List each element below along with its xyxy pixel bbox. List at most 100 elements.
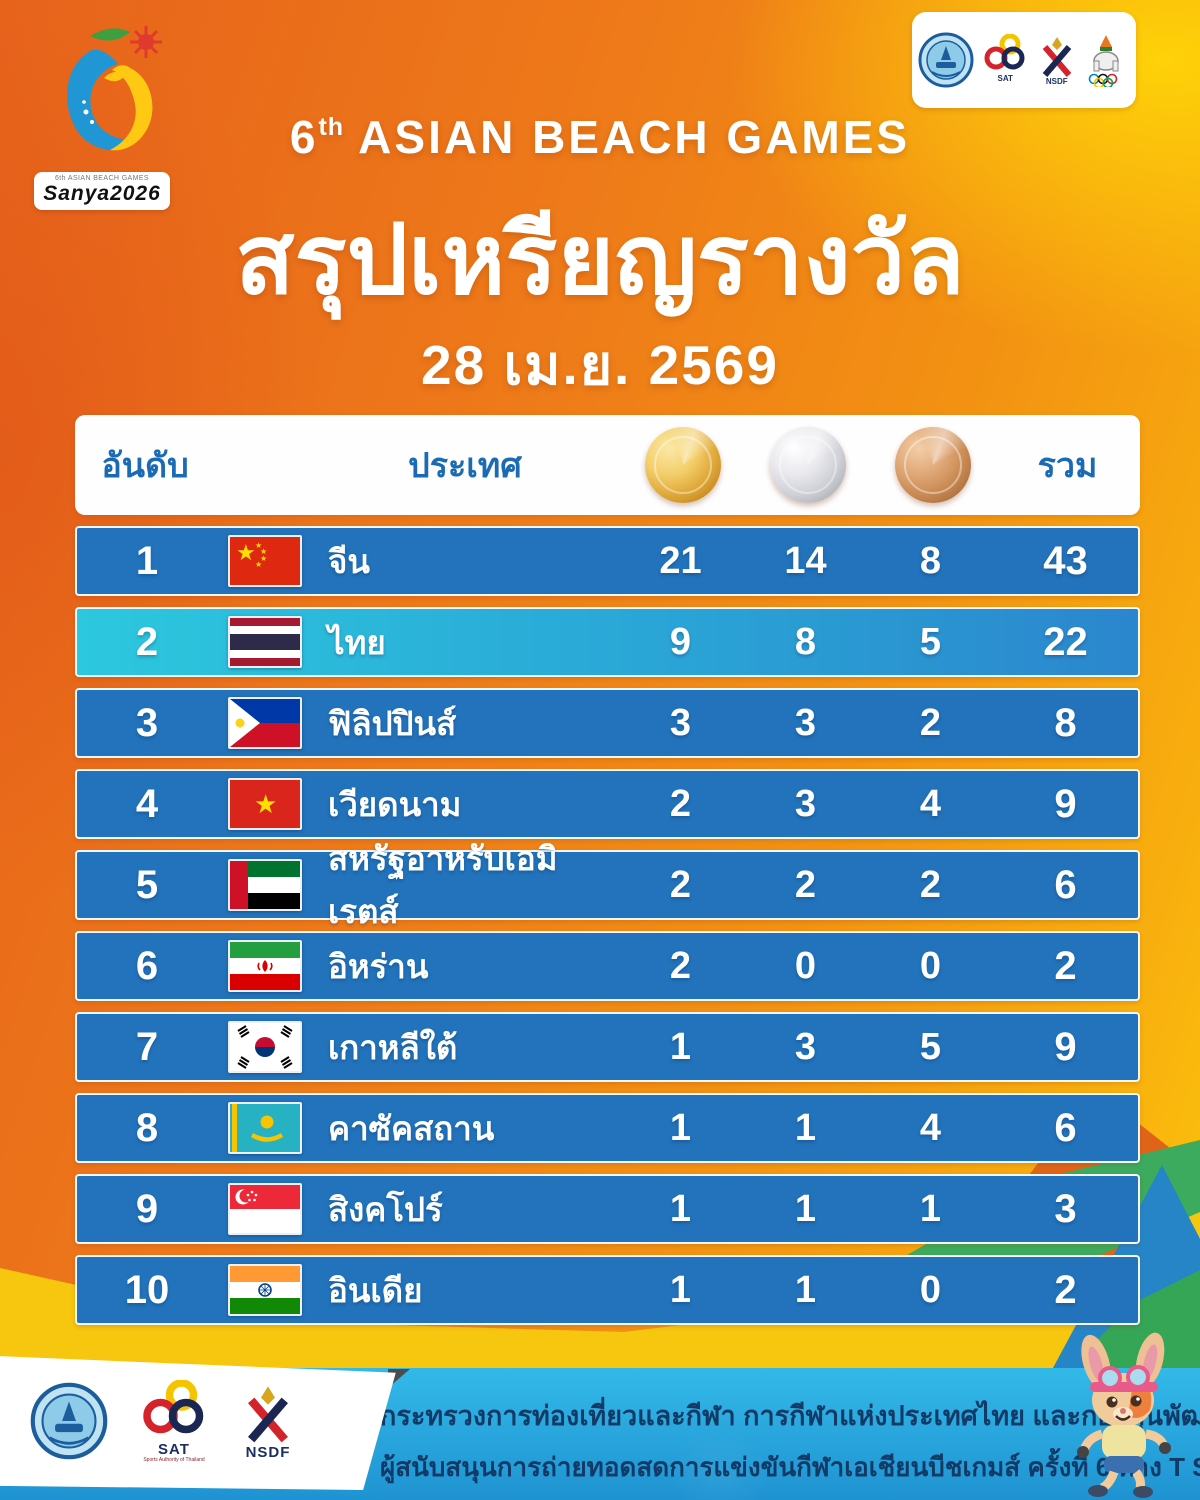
country-name: ไทย: [328, 623, 386, 661]
gold-count: 21: [659, 539, 702, 582]
medal-row-uae: 5 สหรัฐอาหรับเอมิเรตส์ 2 2 2 6: [75, 840, 1140, 930]
country-name: สิงคโปร์: [328, 1190, 443, 1228]
sat-logo-icon: SAT Sports Authority of Thailand: [134, 1379, 214, 1463]
total-count: 6: [1054, 862, 1077, 907]
sanya-wordmark: Sanya2026: [43, 182, 161, 205]
medal-row-china: 1 ★ ★ ★ ★ ★ จีน 21 14 8 43: [75, 526, 1140, 596]
flag-china-icon: ★ ★ ★ ★ ★: [227, 535, 302, 587]
country-name: คาซัคสถาน: [328, 1109, 495, 1147]
gold-count: 2: [669, 782, 692, 825]
svg-text:★: ★: [254, 790, 277, 820]
medal-row-india: 10 อินเดีย 1 1 0 2: [75, 1255, 1140, 1325]
partner-logo-panel: SAT NSDF: [912, 12, 1136, 108]
total-count: 43: [1043, 538, 1088, 583]
sanya-label-box: 6th ASIAN BEACH GAMES Sanya2026: [34, 172, 170, 210]
gold-medal-icon: [644, 427, 721, 503]
ministry-tourism-sports-seal-icon: [918, 32, 974, 88]
gold-count: 1: [669, 1106, 692, 1149]
svg-text:★: ★: [255, 541, 262, 550]
sanya-swirl-icon: [67, 26, 162, 151]
flag-uae-icon: [227, 859, 302, 911]
silver-medal-icon: [769, 427, 846, 503]
silver-count: 8: [794, 620, 817, 663]
country-name: อิหร่าน: [328, 947, 429, 985]
total-count: 3: [1054, 1186, 1077, 1231]
mascot-icon: [1052, 1326, 1200, 1500]
country-name: เกาหลีใต้: [328, 1028, 458, 1066]
svg-text:★: ★: [255, 560, 262, 569]
rank-value: 4: [135, 781, 159, 826]
medal-row-vietnam: 4 ★ เวียดนาม 2 3 4 9: [75, 769, 1140, 839]
nsdf-logo-icon: NSDF: [240, 1383, 296, 1460]
ministry-tourism-sports-seal-icon: [30, 1382, 108, 1460]
flag-iran-icon: [227, 940, 302, 992]
title-thai: สรุปเหรียญรางวัล: [235, 205, 965, 314]
total-count: 8: [1054, 700, 1077, 745]
gold-count: 1: [669, 1268, 692, 1311]
silver-count: 14: [784, 539, 827, 582]
gold-count: 1: [669, 1187, 692, 1230]
gold-count: 2: [669, 863, 692, 906]
flag-south-korea-icon: [227, 1021, 302, 1073]
svg-text:★: ★: [260, 554, 267, 563]
total-count: 9: [1054, 1024, 1077, 1069]
sun-icon: [130, 26, 162, 58]
date-label: 28 เม.ย. 2569: [421, 334, 779, 396]
thai-olympic-logo-icon: [1082, 33, 1130, 87]
rank-value: 5: [135, 862, 159, 907]
flag-thailand-icon: [227, 616, 302, 668]
country-name: ฟิลิปปินส์: [328, 704, 457, 742]
footer-logo-panel: SAT Sports Authority of Thailand NSDF: [0, 1356, 396, 1490]
footer-line-2: ผู้สนับสนุนการถ่ายทอดสดการแข่งขันกีฬาเอเ…: [380, 1452, 1200, 1482]
rank-value: 6: [135, 943, 159, 988]
medal-row-philippines: 3 ฟิลิปปินส์ 3 3 2 8: [75, 688, 1140, 758]
total-count: 6: [1054, 1105, 1077, 1150]
country-name: จีน: [328, 542, 370, 580]
nsdf-logo-icon: NSDF: [1037, 35, 1077, 86]
bronze-count: 5: [919, 620, 942, 663]
medal-row-south-korea: 7 เกาหลีใต้ 1 3 5 9: [75, 1012, 1140, 1082]
bronze-count: 5: [919, 1025, 942, 1068]
bronze-count: 0: [919, 1268, 942, 1311]
bronze-count: 0: [919, 944, 942, 987]
bronze-count: 4: [919, 782, 942, 825]
rank-value: 7: [135, 1024, 159, 1069]
total-count: 2: [1054, 1267, 1077, 1312]
flag-singapore-icon: [227, 1183, 302, 1235]
sanya-2026-logo: 6th ASIAN BEACH GAMES Sanya2026: [34, 20, 194, 220]
col-rank-label: อันดับ: [101, 447, 189, 485]
flag-india-icon: [227, 1264, 302, 1316]
country-name: อินเดีย: [328, 1271, 423, 1309]
footer-line-1: กระทรวงการท่องเที่ยวและกีฬา การกีฬาแห่งป…: [380, 1401, 1200, 1431]
svg-text:★: ★: [260, 547, 267, 556]
rank-value: 9: [135, 1186, 159, 1231]
medal-row-iran: 6 อิหร่าน 2 0 0 2: [75, 931, 1140, 1001]
col-total-label: รวม: [1037, 447, 1098, 485]
total-count: 2: [1054, 943, 1077, 988]
footer-text: กระทรวงการท่องเที่ยวและกีฬา การกีฬาแห่งป…: [380, 1394, 1200, 1488]
col-country-label: ประเทศ: [408, 447, 522, 485]
bronze-count: 8: [919, 539, 942, 582]
silver-count: 3: [794, 1025, 817, 1068]
silver-count: 2: [794, 863, 817, 906]
svg-text:★: ★: [236, 541, 256, 566]
country-name: สหรัฐอาหรับเอมิเรตส์: [328, 840, 558, 930]
gold-count: 3: [669, 701, 692, 744]
country-name: เวียดนาม: [328, 785, 462, 823]
flag-vietnam-icon: ★: [227, 778, 302, 830]
flag-kazakhstan-icon: [227, 1102, 302, 1154]
medal-row-kazakhstan: 8 คาซัคสถาน 1 1 4 6: [75, 1093, 1140, 1163]
medal-table: อันดับ ประเทศ รวม 1 ★ ★ ★ ★ ★ จีน 21: [75, 415, 1140, 1325]
rank-value: 8: [135, 1105, 159, 1150]
bronze-count: 1: [919, 1187, 942, 1230]
total-count: 9: [1054, 781, 1077, 826]
silver-count: 3: [794, 782, 817, 825]
gold-count: 9: [669, 620, 692, 663]
sanya-caption: 6th ASIAN BEACH GAMES: [55, 175, 149, 182]
bronze-count: 2: [919, 701, 942, 744]
gold-count: 1: [669, 1025, 692, 1068]
silver-count: 0: [794, 944, 817, 987]
title-english: 6th ASIAN BEACH GAMES: [289, 111, 911, 163]
rank-value: 1: [135, 538, 159, 583]
